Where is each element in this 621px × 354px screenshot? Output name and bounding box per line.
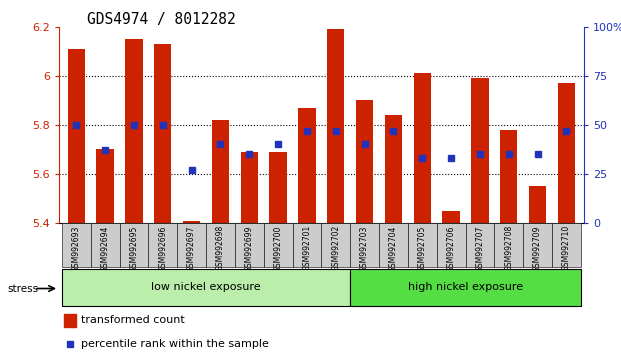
FancyBboxPatch shape: [437, 223, 466, 267]
Bar: [183, 221, 200, 223]
Bar: [327, 29, 345, 223]
Text: GSM992703: GSM992703: [360, 225, 369, 272]
Bar: [212, 120, 229, 223]
FancyBboxPatch shape: [322, 223, 350, 267]
Text: GSM992706: GSM992706: [446, 225, 456, 272]
FancyBboxPatch shape: [466, 223, 494, 267]
Text: GSM992707: GSM992707: [476, 225, 484, 272]
Bar: [68, 48, 85, 223]
FancyBboxPatch shape: [62, 223, 91, 267]
Text: GSM992700: GSM992700: [274, 225, 283, 272]
Text: low nickel exposure: low nickel exposure: [152, 282, 261, 292]
FancyBboxPatch shape: [62, 269, 350, 306]
FancyBboxPatch shape: [206, 223, 235, 267]
Text: GSM992710: GSM992710: [562, 225, 571, 272]
Bar: [500, 130, 517, 223]
Bar: [442, 211, 460, 223]
FancyBboxPatch shape: [177, 223, 206, 267]
FancyBboxPatch shape: [91, 223, 119, 267]
Text: GSM992701: GSM992701: [302, 225, 312, 272]
Bar: [96, 149, 114, 223]
Bar: [64, 314, 76, 327]
FancyBboxPatch shape: [148, 223, 177, 267]
FancyBboxPatch shape: [523, 223, 552, 267]
FancyBboxPatch shape: [552, 223, 581, 267]
Bar: [154, 44, 171, 223]
Text: GSM992696: GSM992696: [158, 225, 167, 272]
Text: percentile rank within the sample: percentile rank within the sample: [81, 339, 269, 349]
FancyBboxPatch shape: [292, 223, 322, 267]
Text: GSM992705: GSM992705: [418, 225, 427, 272]
Text: GSM992693: GSM992693: [72, 225, 81, 272]
Text: GSM992695: GSM992695: [129, 225, 138, 272]
Bar: [558, 83, 575, 223]
Text: transformed count: transformed count: [81, 315, 185, 325]
Text: GSM992702: GSM992702: [331, 225, 340, 272]
Bar: [125, 39, 143, 223]
Bar: [240, 152, 258, 223]
Text: GSM992694: GSM992694: [101, 225, 110, 272]
FancyBboxPatch shape: [408, 223, 437, 267]
Text: GDS4974 / 8012282: GDS4974 / 8012282: [87, 12, 236, 27]
Text: GSM992704: GSM992704: [389, 225, 398, 272]
FancyBboxPatch shape: [494, 223, 523, 267]
FancyBboxPatch shape: [379, 223, 408, 267]
Bar: [385, 115, 402, 223]
Text: stress: stress: [7, 284, 39, 293]
Bar: [471, 78, 489, 223]
Text: GSM992709: GSM992709: [533, 225, 542, 272]
Bar: [414, 73, 431, 223]
FancyBboxPatch shape: [350, 223, 379, 267]
FancyBboxPatch shape: [264, 223, 292, 267]
FancyBboxPatch shape: [235, 223, 264, 267]
Bar: [270, 152, 287, 223]
Bar: [529, 186, 546, 223]
Text: GSM992698: GSM992698: [216, 225, 225, 272]
FancyBboxPatch shape: [350, 269, 581, 306]
Text: GSM992699: GSM992699: [245, 225, 254, 272]
Bar: [298, 108, 315, 223]
Bar: [356, 100, 373, 223]
Text: GSM992708: GSM992708: [504, 225, 514, 272]
FancyBboxPatch shape: [119, 223, 148, 267]
Text: high nickel exposure: high nickel exposure: [408, 282, 523, 292]
Text: GSM992697: GSM992697: [187, 225, 196, 272]
